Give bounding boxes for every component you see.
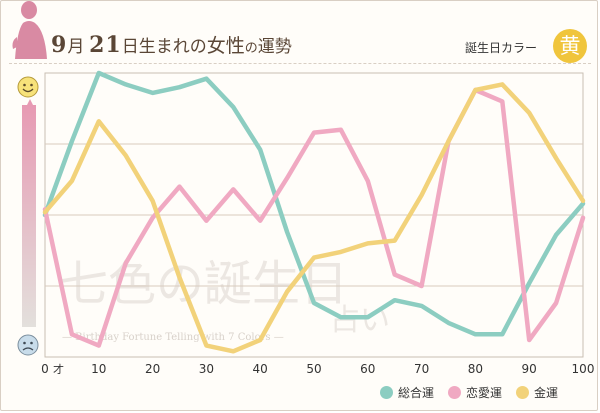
legend-item-2: 恋愛運 bbox=[448, 384, 502, 401]
lucky-color-badge: 黄 bbox=[553, 29, 587, 63]
header-divider bbox=[9, 63, 591, 64]
chart-legend: 総合運 恋愛運 金運 bbox=[380, 384, 572, 401]
series-line-3 bbox=[42, 82, 586, 354]
legend-item-1: 総合運 bbox=[380, 384, 434, 401]
legend-swatch bbox=[448, 386, 462, 399]
x-tick-label: 10 bbox=[91, 362, 106, 376]
x-tick-label: 50 bbox=[306, 362, 321, 376]
legend-label: 恋愛運 bbox=[466, 386, 503, 400]
header: 9月 21日生まれの女性の運勢 誕生日カラー 黄 bbox=[1, 1, 599, 63]
x-tick-label: 30 bbox=[199, 362, 214, 376]
x-tick-label: 100 bbox=[572, 362, 595, 376]
x-tick-label: 80 bbox=[468, 362, 483, 376]
x-axis-ticks: 0 10 20 30 40 50 60 70 80 90 100 才 bbox=[41, 362, 594, 376]
x-tick-label: 20 bbox=[145, 362, 160, 376]
chart-series-group bbox=[42, 70, 586, 354]
watermark-english: — Birthday Fortune Telling with 7 Colors… bbox=[62, 332, 284, 343]
series-line-1 bbox=[42, 70, 586, 337]
x-tick-label: 90 bbox=[522, 362, 537, 376]
mood-gauge bbox=[22, 99, 36, 327]
page-title: 9月 21日生まれの女性の運勢 bbox=[51, 32, 292, 58]
x-tick-label: 60 bbox=[360, 362, 375, 376]
x-tick-label: 0 bbox=[41, 362, 49, 376]
sad-face-icon bbox=[17, 334, 39, 356]
woman-silhouette-icon bbox=[12, 1, 47, 59]
series-line-2 bbox=[42, 87, 586, 348]
legend-label: 金運 bbox=[534, 386, 559, 400]
legend-label: 総合運 bbox=[398, 386, 435, 400]
legend-item-3: 金運 bbox=[516, 384, 558, 401]
x-tick-label: 70 bbox=[414, 362, 429, 376]
x-axis-unit: 才 bbox=[53, 362, 64, 376]
legend-swatch bbox=[380, 386, 393, 399]
lucky-color-label: 誕生日カラー bbox=[464, 41, 537, 55]
happy-face-icon bbox=[17, 76, 39, 98]
legend-swatch bbox=[516, 386, 530, 399]
x-tick-label: 40 bbox=[253, 362, 268, 376]
